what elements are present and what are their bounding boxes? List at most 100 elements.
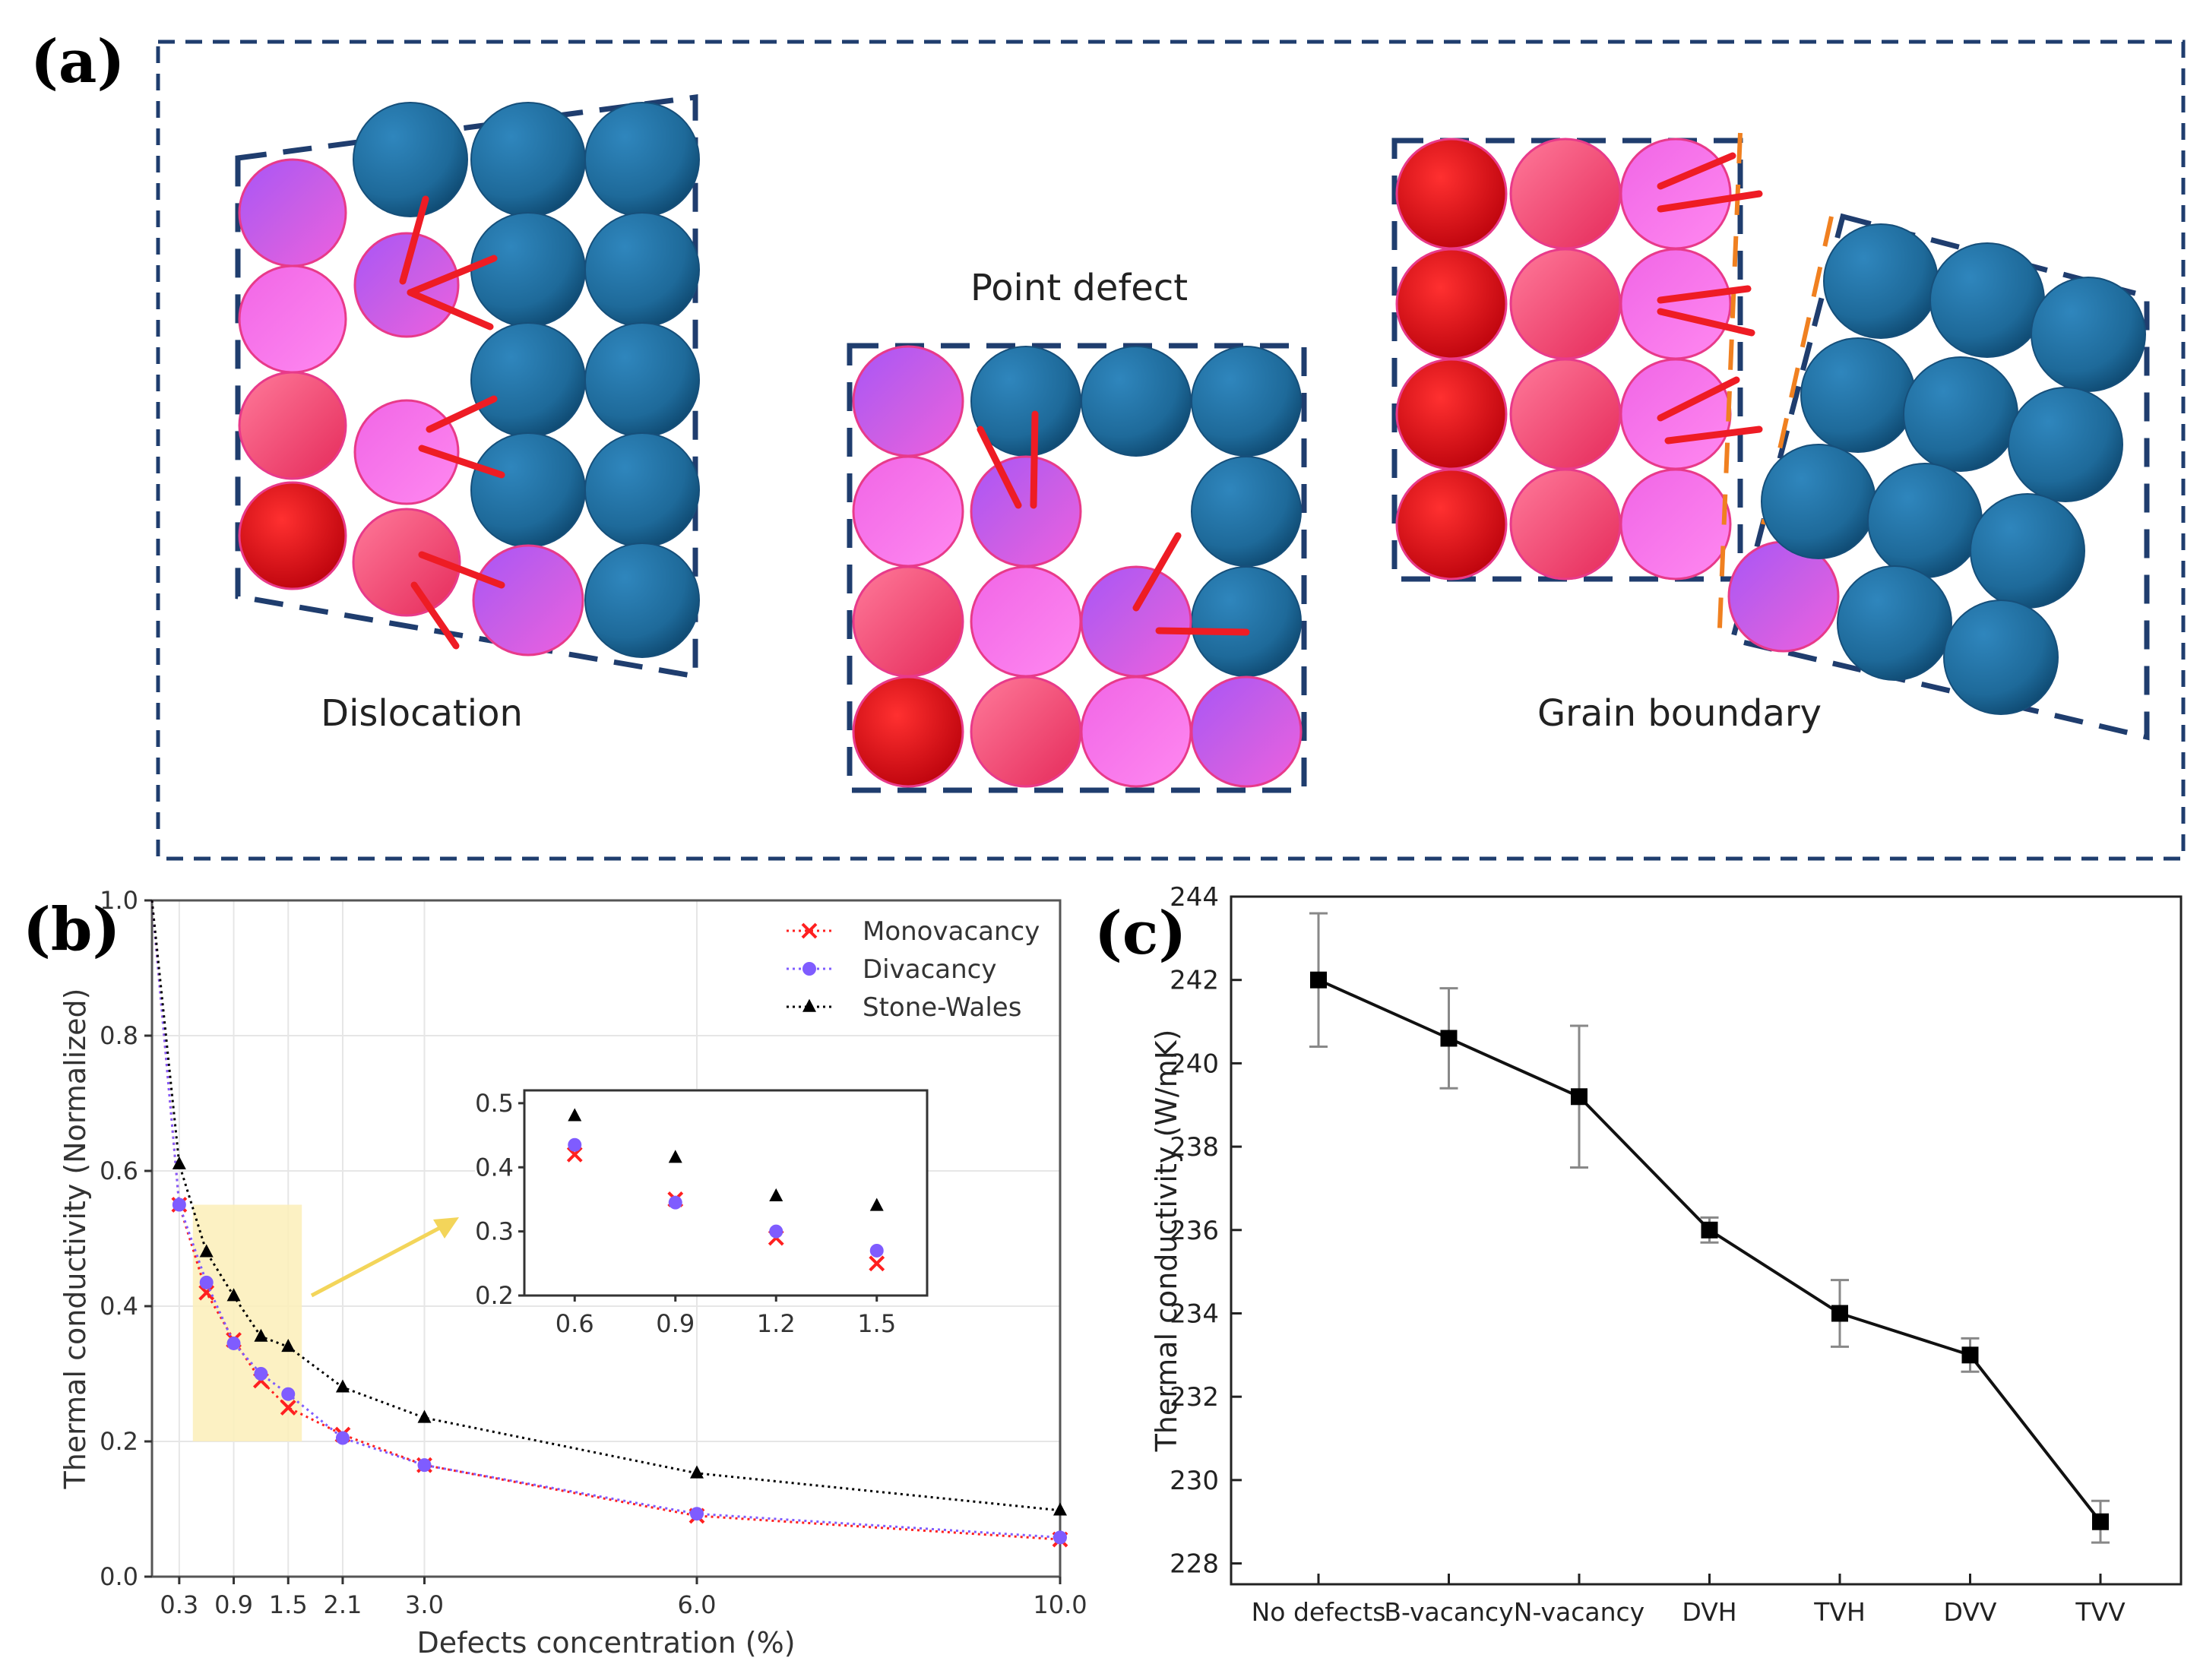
chart-c-ytick-label: 230 <box>1170 1466 1219 1496</box>
chart-b-inset-point <box>769 1224 783 1239</box>
chart-b-legend-label: Divacancy <box>863 954 996 985</box>
chart-b-inset-frame <box>523 1089 929 1297</box>
chart-c-ytick-label: 238 <box>1170 1132 1219 1163</box>
grain-boundary-illustration: Grain boundary <box>1391 132 2150 741</box>
dislocation-blue-atoms <box>353 102 700 658</box>
point-defect-illustration: Point defect <box>847 267 1307 793</box>
chart-b-zoom-arrow <box>310 1221 450 1298</box>
panel-a-frame <box>156 40 2186 861</box>
chart-c-ytick-label: 232 <box>1170 1382 1219 1413</box>
chart-b-point <box>335 1431 350 1445</box>
chart-b-legend-label: Monovacancy <box>863 916 1040 947</box>
chart-b-ytick-label: 0.6 <box>100 1156 138 1185</box>
chart-b-point <box>281 1339 296 1353</box>
chart-b-zoom-arrowhead <box>433 1217 459 1239</box>
chart-b: 0.0 0.2 0.4 0.6 0.8 1.0 0.3 0.9 1.5 2.1 3.0 6.0 10.0… <box>59 886 1087 1659</box>
chart-b-xtick-label: 2.1 <box>324 1590 362 1619</box>
point-defect-blue-atoms <box>970 346 1302 677</box>
grain-boundary-line <box>1717 132 1743 647</box>
chart-c-point <box>1310 971 1327 989</box>
chart-b-point <box>417 1458 432 1473</box>
chart-b-point <box>199 1275 214 1289</box>
chart-b-ylabel: Thermal conductivity (Normalized) <box>59 988 92 1489</box>
chart-b-xtick-label: 0.3 <box>160 1590 198 1619</box>
chart-b-inset-point <box>869 1198 884 1211</box>
chart-c-point <box>1571 1088 1587 1106</box>
chart-b-legend-label: Stone-Wales <box>863 992 1021 1023</box>
chart-b-point <box>280 1400 296 1416</box>
chart-c-xtick-label: DVH <box>1682 1597 1736 1627</box>
chart-b-plot-frame <box>150 899 1062 1578</box>
chart-b-inset-point <box>869 1243 884 1258</box>
chart-c-series-line <box>1318 978 2102 1523</box>
chart-b-series-line <box>150 900 1061 1539</box>
point-defect-pink-atoms <box>852 345 1303 788</box>
chart-c-point <box>1701 1221 1718 1239</box>
chart-b-point <box>690 1465 704 1479</box>
panel-a-label: (a) <box>30 27 125 96</box>
chart-b-inset-point <box>769 1188 783 1201</box>
chart-b-inset-ytick-label: 0.3 <box>475 1217 514 1246</box>
chart-b-point <box>1053 1530 1067 1545</box>
chart-b-point <box>281 1387 296 1401</box>
chart-b-point <box>335 1379 350 1393</box>
chart-b-inset-xtick-label: 0.9 <box>656 1309 695 1338</box>
chart-b-xtick-label: 6.0 <box>678 1590 717 1619</box>
grain-right-atoms <box>1761 223 2146 715</box>
chart-b-inset-point <box>668 1195 682 1210</box>
chart-b-inset-xtick-label: 0.6 <box>556 1309 594 1338</box>
chart-c-ytick-label: 244 <box>1170 882 1219 913</box>
chart-b-point <box>198 1284 215 1301</box>
panel-c-label: (c) <box>1094 899 1186 968</box>
chart-c-point <box>1440 1030 1458 1047</box>
chart-c-ylabel: Thermal conductivity (W/mK) <box>1150 1030 1183 1453</box>
chart-b-inset-point <box>568 1137 582 1152</box>
chart-b-point <box>172 1156 186 1169</box>
chart-c-xtick-label: B-vacancy <box>1384 1597 1513 1627</box>
chart-c-xtick-label: TVV <box>2075 1597 2126 1627</box>
chart-b-point <box>1053 1502 1067 1516</box>
grain-boundary-arrows <box>1657 152 1763 445</box>
chart-c-ytick-label: 242 <box>1170 966 1219 996</box>
grain-left-atoms <box>1395 138 1840 653</box>
chart-c-point <box>1961 1346 1979 1364</box>
chart-b-inset-point <box>568 1108 582 1122</box>
grain-boundary-caption: Grain boundary <box>1537 692 1822 735</box>
chart-b-xtick-label: 10.0 <box>1033 1590 1087 1619</box>
chart-b-inset-ytick-label: 0.2 <box>475 1281 514 1310</box>
chart-c-ytick-label: 228 <box>1170 1549 1219 1580</box>
chart-b-ytick-label: 1.0 <box>100 886 138 915</box>
chart-b-point <box>417 1409 432 1423</box>
chart-b-xlabel: Defects concentration (%) <box>416 1626 795 1659</box>
chart-b-point <box>226 1336 241 1350</box>
dislocation-arrows <box>399 195 505 650</box>
chart-b-inset-xtick-label: 1.5 <box>857 1309 896 1338</box>
dislocation-pink-atoms <box>238 158 584 656</box>
chart-b-point <box>254 1367 268 1381</box>
dislocation-outline <box>235 94 698 680</box>
chart-b-point <box>226 1288 241 1302</box>
chart-b-inset-xtick-label: 1.2 <box>757 1309 796 1338</box>
chart-b-legend-marker <box>802 962 816 976</box>
chart-b-xtick-label: 0.9 <box>214 1590 253 1619</box>
dislocation-illustration: Dislocation <box>235 94 700 735</box>
chart-c-point <box>2092 1513 2109 1530</box>
chart-b-point <box>254 1328 268 1342</box>
chart-c-xtick-label: TVH <box>1813 1597 1866 1627</box>
chart-b-inset-point <box>869 1255 885 1272</box>
chart-c-ytick-label: 234 <box>1170 1299 1219 1329</box>
chart-c-xtick-label: No defects <box>1252 1597 1386 1627</box>
chart-c-plot-frame <box>1230 895 2183 1586</box>
chart-b-point <box>199 1244 214 1258</box>
point-defect-arrows <box>977 410 1250 636</box>
chart-c-ytick-label: 240 <box>1170 1049 1219 1079</box>
chart-c-point <box>1831 1305 1848 1322</box>
chart-b-inset-ytick-label: 0.5 <box>475 1089 514 1118</box>
chart-b-ytick-label: 0.8 <box>100 1021 138 1050</box>
chart-b-xtick-label: 3.0 <box>405 1590 444 1619</box>
chart-b-inset-ytick-label: 0.4 <box>475 1153 514 1182</box>
chart-b-inset-point <box>668 1150 682 1163</box>
chart-c: 228 230 232 234 236 238 240 242 244 Thermal condu… <box>1150 882 2183 1627</box>
chart-b-ytick-label: 0.0 <box>100 1562 138 1591</box>
